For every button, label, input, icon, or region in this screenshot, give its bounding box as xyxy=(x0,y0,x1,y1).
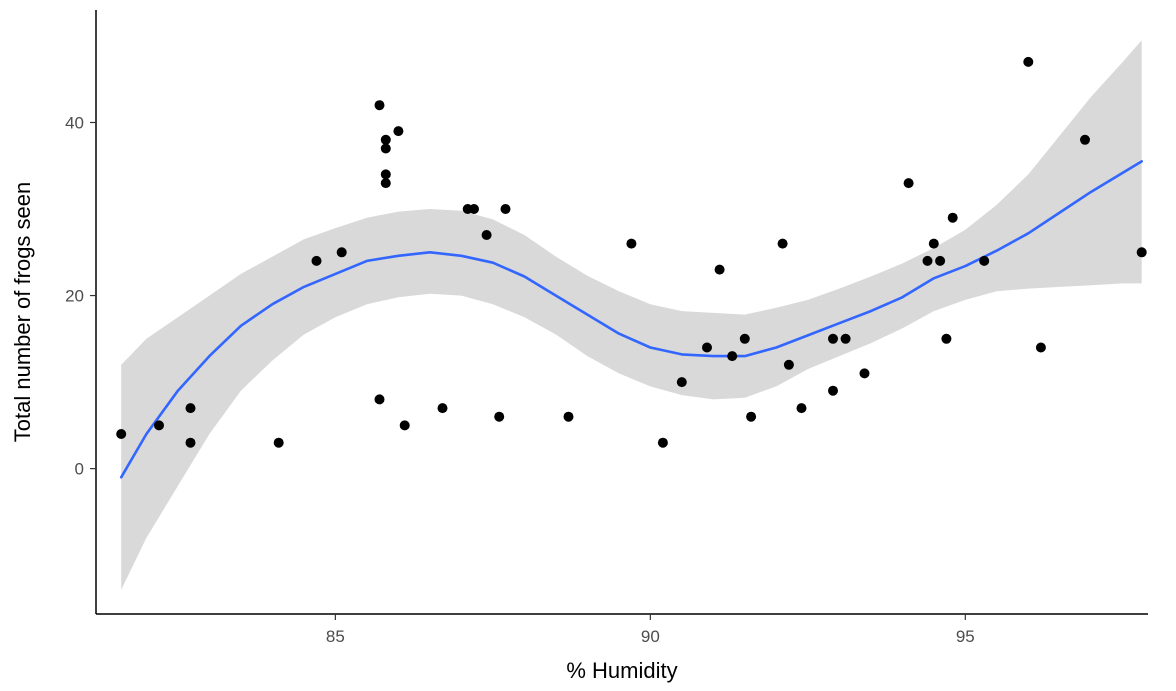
data-point xyxy=(374,100,385,111)
data-point xyxy=(437,403,448,414)
axes-layer xyxy=(95,10,1148,615)
x-axis-title: % Humidity xyxy=(566,658,677,683)
y-axis-title: Total number of frogs seen xyxy=(10,182,35,442)
data-point xyxy=(1080,134,1090,145)
data-point xyxy=(657,437,668,448)
data-point xyxy=(563,411,574,422)
data-point xyxy=(828,333,838,344)
x-tick-label: 85 xyxy=(326,627,345,646)
y-tick-label: 40 xyxy=(65,113,84,132)
data-point xyxy=(336,247,347,258)
x-tick-label: 95 xyxy=(956,627,975,646)
data-point xyxy=(185,403,196,414)
data-point xyxy=(941,333,952,344)
data-point xyxy=(626,238,637,249)
data-point xyxy=(935,255,946,266)
data-point xyxy=(311,255,322,266)
data-point xyxy=(840,333,851,344)
y-tick-label: 0 xyxy=(75,460,84,479)
data-point xyxy=(702,342,712,353)
data-point xyxy=(746,411,757,422)
data-point xyxy=(922,255,933,266)
data-point xyxy=(979,255,990,266)
confidence-ribbon xyxy=(121,40,1142,590)
data-point xyxy=(796,403,807,414)
y-tick-label: 20 xyxy=(65,287,84,306)
y-tick-group: 0 20 40 xyxy=(65,113,96,479)
data-point xyxy=(903,178,914,189)
confidence-ribbon-layer xyxy=(121,40,1142,590)
data-point xyxy=(399,420,410,431)
data-point xyxy=(273,437,284,448)
data-point xyxy=(1035,342,1046,353)
data-point xyxy=(380,169,391,180)
data-point xyxy=(500,204,511,214)
data-point xyxy=(469,204,479,214)
data-point xyxy=(481,230,492,240)
x-tick-group: 85 90 95 xyxy=(326,614,975,646)
data-point xyxy=(494,411,505,422)
data-point xyxy=(380,143,391,154)
data-point xyxy=(676,377,687,388)
data-point xyxy=(859,368,870,379)
data-point xyxy=(380,134,391,145)
data-point xyxy=(185,437,196,448)
data-point xyxy=(783,359,794,370)
data-point xyxy=(777,238,788,249)
data-point xyxy=(374,394,385,405)
points-layer xyxy=(116,56,1147,448)
data-point xyxy=(828,385,838,396)
data-point xyxy=(947,212,958,223)
data-point xyxy=(380,178,391,189)
data-point xyxy=(739,333,750,344)
data-point xyxy=(727,351,738,362)
data-point xyxy=(116,429,127,439)
data-point xyxy=(928,238,939,249)
data-point xyxy=(1136,247,1147,258)
data-point xyxy=(714,264,725,275)
data-point xyxy=(154,420,164,431)
data-point xyxy=(1023,56,1034,67)
data-point xyxy=(393,126,404,137)
x-tick-label: 90 xyxy=(641,627,660,646)
